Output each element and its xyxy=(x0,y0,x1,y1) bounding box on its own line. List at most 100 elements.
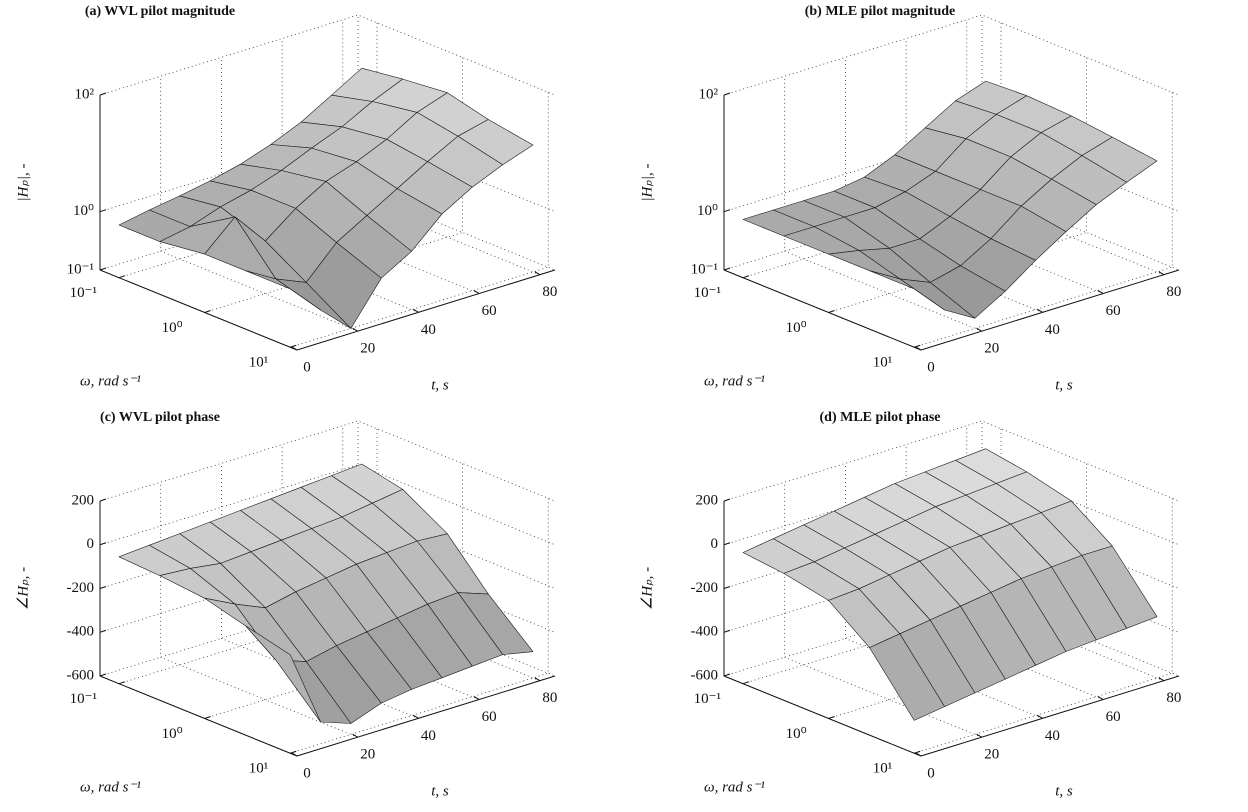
grid-line xyxy=(160,76,358,332)
x-tick xyxy=(976,327,982,332)
z-tick-label: -600 xyxy=(67,667,95,683)
x-tick-label: 80 xyxy=(1166,284,1181,300)
z-tick xyxy=(723,586,731,589)
y-tick-label: 10⁰ xyxy=(162,726,183,742)
x-tick-label: 20 xyxy=(984,341,999,357)
x-tick xyxy=(1097,696,1104,700)
y-tick-label: 10⁰ xyxy=(162,320,183,336)
x-tick xyxy=(1037,714,1043,719)
y-axis-label: ω, rad s⁻¹ xyxy=(80,373,141,389)
x-axis xyxy=(296,675,556,757)
y-tick xyxy=(290,344,297,348)
z-axis-label: ∠Hₚ, - xyxy=(639,567,655,610)
y-tick xyxy=(828,716,835,719)
z-tick xyxy=(99,92,107,96)
z-tick xyxy=(723,629,731,633)
y-tick-label: 10¹ xyxy=(873,355,893,371)
x-tick-label: 60 xyxy=(1106,709,1121,725)
y-tick xyxy=(118,275,126,279)
x-tick-label: 80 xyxy=(542,690,557,706)
y-tick xyxy=(914,344,921,348)
z-tick xyxy=(99,673,107,677)
x-tick-label: 40 xyxy=(1045,728,1060,744)
surface-patch xyxy=(869,633,945,721)
x-tick-label: 40 xyxy=(421,322,436,338)
y-axis xyxy=(723,269,922,351)
x-tick xyxy=(291,752,298,757)
grid-line xyxy=(220,463,419,719)
x-tick xyxy=(473,696,480,700)
z-tick-label: -400 xyxy=(67,624,95,640)
x-axis xyxy=(920,269,1180,351)
x-tick-label: 80 xyxy=(1166,690,1181,706)
x-tick xyxy=(352,733,358,738)
y-axis xyxy=(99,269,298,351)
z-tick-label: 200 xyxy=(72,492,95,508)
y-tick xyxy=(118,681,126,685)
x-tick xyxy=(291,346,298,351)
z-tick xyxy=(99,629,107,633)
x-tick-label: 40 xyxy=(1045,322,1060,338)
z-tick-label: 10⁻¹ xyxy=(67,261,94,277)
x-tick xyxy=(1097,290,1104,294)
z-tick xyxy=(99,209,107,213)
y-tick xyxy=(914,750,921,754)
z-tick xyxy=(723,267,731,271)
x-tick xyxy=(915,346,922,351)
z-tick-label: 200 xyxy=(696,492,719,508)
surface-patch xyxy=(245,625,321,723)
x-tick-label: 0 xyxy=(927,765,935,781)
panel-title: (a) WVL pilot magnitude xyxy=(85,4,235,19)
x-tick-label: 80 xyxy=(542,284,557,300)
grid-line xyxy=(784,76,982,332)
grid-line xyxy=(160,482,358,738)
y-tick xyxy=(828,310,835,313)
x-tick xyxy=(1158,677,1165,682)
y-tick-label: 10⁰ xyxy=(786,320,807,336)
z-tick xyxy=(723,542,731,546)
x-tick-label: 0 xyxy=(303,359,311,375)
y-tick-label: 10¹ xyxy=(873,761,893,777)
x-tick-label: 0 xyxy=(303,765,311,781)
grid-line xyxy=(784,482,982,738)
x-tick xyxy=(1037,308,1043,313)
x-tick xyxy=(352,327,358,332)
y-tick xyxy=(204,310,211,313)
x-tick xyxy=(1158,271,1165,276)
y-tick-label: 10⁻¹ xyxy=(694,285,721,301)
x-axis xyxy=(920,675,1180,757)
x-axis-label: t, s xyxy=(431,783,449,799)
z-tick xyxy=(723,673,731,677)
z-tick xyxy=(99,267,107,271)
x-axis xyxy=(296,269,556,351)
x-tick xyxy=(413,308,419,313)
z-tick-label: -200 xyxy=(691,580,719,596)
z-tick-label: 0 xyxy=(711,536,719,552)
x-tick-label: 60 xyxy=(1106,303,1121,319)
y-tick-label: 10⁰ xyxy=(786,726,807,742)
x-tick xyxy=(976,733,982,738)
z-tick-label: 10² xyxy=(75,86,95,102)
y-tick-label: 10¹ xyxy=(249,761,269,777)
z-tick-label: 10² xyxy=(699,86,719,102)
x-tick-label: 40 xyxy=(421,728,436,744)
y-tick xyxy=(742,275,750,279)
x-axis-label: t, s xyxy=(1055,783,1073,799)
y-tick-label: 10⁻¹ xyxy=(694,691,721,707)
z-axis-label: |Hₚ|, - xyxy=(639,163,655,201)
y-tick-label: 10¹ xyxy=(249,355,269,371)
grid-line xyxy=(845,463,1043,719)
y-tick-label: 10⁻¹ xyxy=(70,691,97,707)
y-axis-label: ω, rad s⁻¹ xyxy=(704,779,765,795)
x-tick-label: 60 xyxy=(482,709,497,725)
x-tick xyxy=(534,677,541,682)
x-tick xyxy=(413,714,419,719)
panel-title: (d) MLE pilot phase xyxy=(820,410,941,425)
z-tick-label: 0 xyxy=(87,536,95,552)
y-axis xyxy=(99,675,298,757)
z-tick xyxy=(99,498,107,502)
y-tick xyxy=(742,681,750,685)
x-axis-label: t, s xyxy=(1055,377,1073,393)
z-axis-label: ∠Hₚ, - xyxy=(15,567,31,610)
